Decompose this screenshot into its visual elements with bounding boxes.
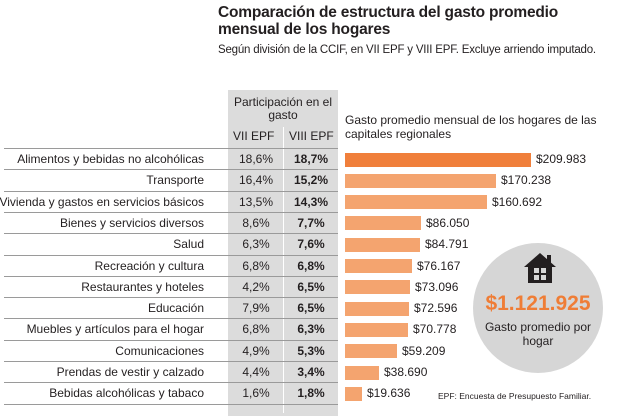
category-label: Restaurantes y hoteles [81,279,204,294]
row-divider [4,339,338,341]
chart-subtitle: Según división de la CCIF, en VII EPF y … [218,44,596,56]
row-divider [4,403,338,405]
bar-value-label: $170.238 [501,173,552,188]
vii-epf-value: 4,4% [242,365,270,379]
viii-epf-value: 18,7% [293,152,329,166]
vii-epf-value: 1,6% [242,386,270,401]
viii-epf-value: 1,8% [297,386,325,401]
bar [345,301,409,316]
row-divider [4,297,338,299]
bar-value-label: $84.791 [425,237,469,252]
viii-epf-value: 5,3% [297,343,325,358]
viii-epf-value: 7,6% [297,237,325,252]
viii-epf-value: 6,8% [297,258,325,273]
row-divider [4,318,338,320]
column-header-viii-epf: VIII EPF [289,129,334,143]
bar-value-label: $70.778 [413,322,457,337]
table-header: Participación en el gasto [233,95,333,122]
viii-epf-value: 15,2% [293,173,329,188]
footnote: EPF: Encuesta de Presupuesto Familiar. [438,391,592,401]
viii-epf-value: 6,5% [297,301,325,316]
bar [345,152,531,167]
bar-value-label: $160.692 [492,194,543,209]
bar [345,386,362,401]
bar-value-label: $59.209 [402,343,446,358]
total-label: Gasto promedio por hogar [484,320,592,348]
category-label: Transporte [146,173,204,188]
vii-epf-value: 13,5% [238,194,274,209]
row-divider [4,211,338,213]
bar [345,195,487,210]
bar [345,344,397,359]
category-label: Vivienda y gastos en servicios básicos [0,194,204,209]
row-divider [4,148,338,149]
vii-epf-value: 8,6% [242,215,270,230]
vii-epf-value: 16,4% [238,173,274,188]
viii-epf-value: 7,7% [297,215,325,230]
vii-epf-value: 6,3% [242,237,270,252]
bar [345,365,379,380]
viii-epf-value: 3,4% [297,365,325,379]
bar-value-label: $209.983 [536,152,587,166]
row-divider [4,275,338,277]
bar [345,280,410,295]
vii-epf-value: 6,8% [242,258,270,273]
chart-title: Comparación de estructura del gasto prom… [218,4,559,38]
viii-epf-value: 6,3% [297,322,325,337]
row-divider [4,233,338,235]
house-icon [524,253,556,283]
vii-epf-value: 4,2% [242,279,270,294]
row-divider [4,361,338,362]
bar [345,237,420,252]
category-label: Alimentos y bebidas no alcohólicas [17,152,204,166]
viii-epf-value: 6,5% [297,279,325,294]
bar [345,173,496,188]
category-label: Prendas de vestir y calzado [56,365,204,379]
vii-epf-value: 6,8% [242,322,270,337]
row-divider [4,190,338,192]
category-label: Recreación y cultura [94,258,204,273]
category-label: Educación [147,301,204,316]
viii-epf-value: 14,3% [293,194,329,209]
bar-value-label: $38.690 [384,365,428,379]
total-amount: $1.121.925 [485,292,591,315]
bar-chart-header: Gasto promedio mensual de los hogares de… [345,113,597,141]
category-label: Bebidas alcohólicas y tabaco [49,386,204,401]
column-divider [283,127,284,413]
bar-value-label: $86.050 [426,215,470,230]
bar-value-label: $19.636 [367,386,411,401]
row-divider [4,169,338,171]
category-label: Comunicaciones [115,343,204,358]
bar-value-label: $72.596 [414,301,458,316]
category-label: Bienes y servicios diversos [59,215,204,230]
vii-epf-value: 4,9% [242,343,270,358]
bar-value-label: $73.096 [415,279,459,294]
category-label: Salud [173,237,204,252]
row-divider [4,254,338,256]
bar [345,322,408,337]
bar [345,216,421,231]
bar-value-label: $76.167 [417,258,461,273]
bar [345,259,412,273]
row-divider [4,382,338,384]
category-label: Muebles y artículos para el hogar [26,322,204,337]
vii-epf-value: 18,6% [238,152,274,166]
column-header-vii-epf: VII EPF [233,129,275,143]
vii-epf-value: 7,9% [242,301,270,316]
